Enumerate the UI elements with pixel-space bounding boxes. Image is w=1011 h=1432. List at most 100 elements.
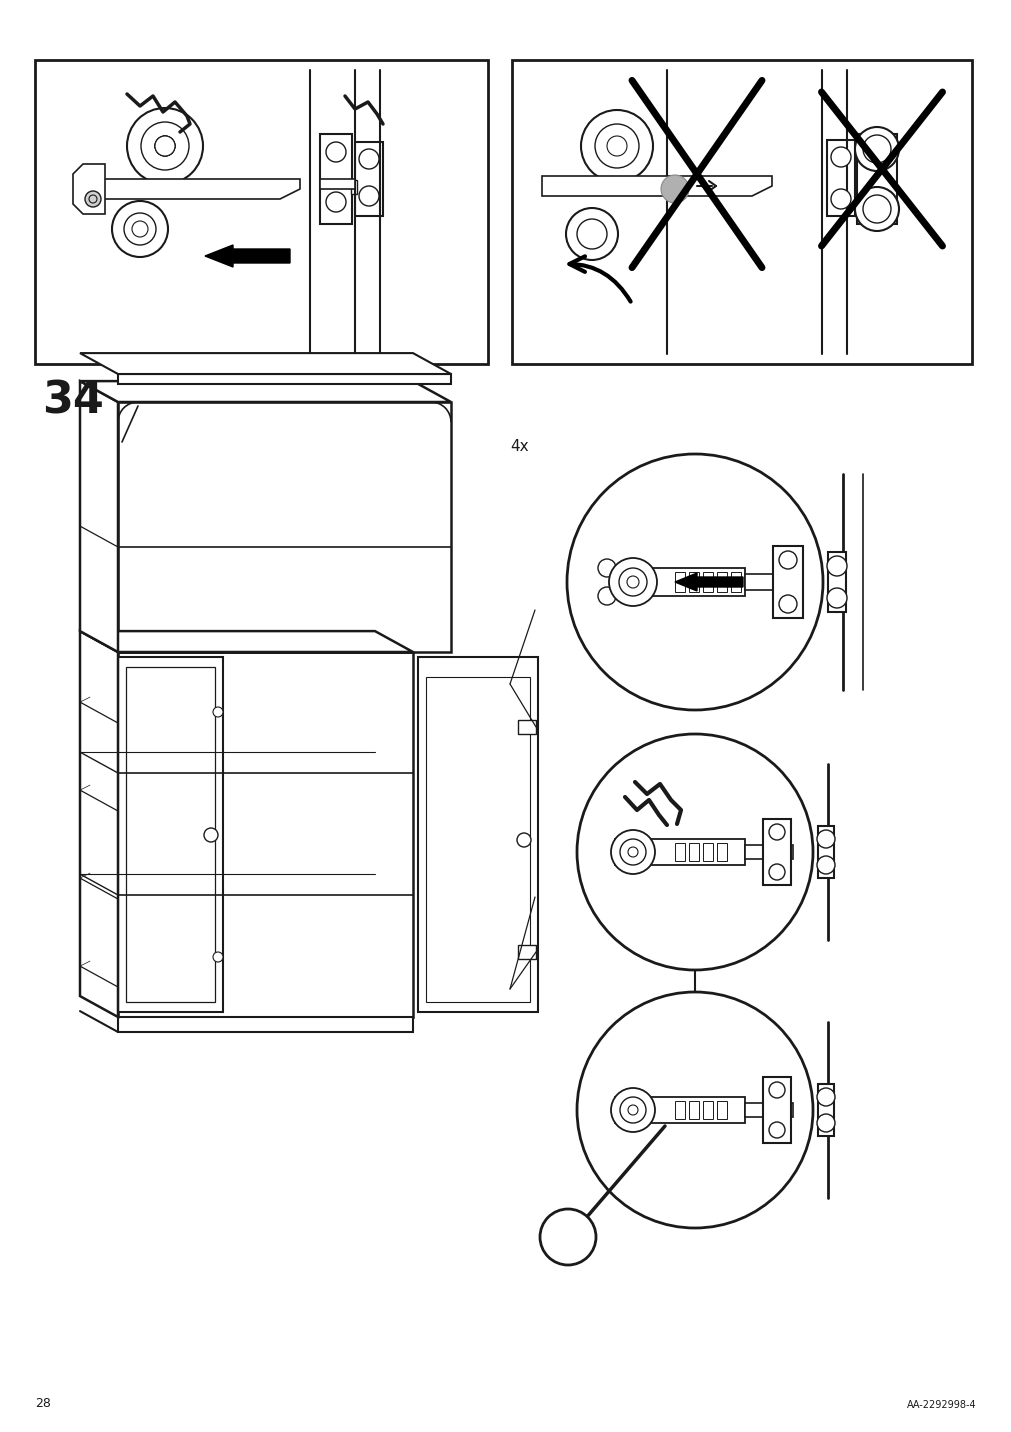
Circle shape <box>576 219 607 249</box>
Bar <box>817 826 833 878</box>
Bar <box>703 571 713 591</box>
Bar <box>716 571 726 591</box>
Bar <box>190 180 197 198</box>
Bar <box>674 1101 684 1118</box>
Circle shape <box>816 831 834 848</box>
Circle shape <box>778 596 797 613</box>
Circle shape <box>830 189 850 209</box>
Polygon shape <box>319 179 355 189</box>
Polygon shape <box>80 632 412 652</box>
Text: 28: 28 <box>35 1398 51 1411</box>
Polygon shape <box>73 165 105 213</box>
Circle shape <box>124 213 156 245</box>
Bar <box>240 180 247 198</box>
Bar <box>681 178 688 193</box>
Bar <box>512 60 971 364</box>
Circle shape <box>155 136 175 156</box>
Bar <box>355 142 382 216</box>
Circle shape <box>141 122 189 170</box>
Bar <box>730 571 740 591</box>
Circle shape <box>326 192 346 212</box>
Circle shape <box>212 707 222 717</box>
Bar <box>615 569 744 596</box>
Bar <box>351 180 357 193</box>
Bar <box>118 1017 412 1032</box>
Circle shape <box>768 1123 785 1138</box>
Text: AA-2292998-4: AA-2292998-4 <box>907 1400 976 1411</box>
Bar <box>744 574 800 590</box>
Circle shape <box>212 952 222 962</box>
Bar <box>716 1101 726 1118</box>
Circle shape <box>816 856 834 874</box>
Polygon shape <box>80 354 451 374</box>
Bar <box>744 845 793 859</box>
Circle shape <box>660 175 688 203</box>
Bar <box>118 402 451 652</box>
Circle shape <box>862 135 890 163</box>
Bar <box>856 135 896 223</box>
Circle shape <box>628 1106 637 1116</box>
Polygon shape <box>80 381 451 402</box>
Bar <box>817 1084 833 1136</box>
Circle shape <box>854 127 898 170</box>
Circle shape <box>611 831 654 874</box>
Circle shape <box>627 576 638 589</box>
Circle shape <box>576 992 812 1229</box>
Circle shape <box>619 569 646 596</box>
Bar <box>35 60 487 364</box>
Circle shape <box>826 556 846 576</box>
Bar <box>762 819 791 885</box>
Bar <box>688 843 699 861</box>
Bar <box>200 180 207 198</box>
Bar <box>319 135 352 223</box>
Circle shape <box>816 1088 834 1106</box>
Bar <box>260 180 267 198</box>
Bar <box>674 843 684 861</box>
Circle shape <box>540 1209 595 1264</box>
Circle shape <box>359 149 379 169</box>
Circle shape <box>326 142 346 162</box>
Circle shape <box>565 208 618 261</box>
Circle shape <box>155 136 175 156</box>
Bar <box>661 178 668 193</box>
Bar <box>518 945 536 959</box>
Circle shape <box>778 551 797 569</box>
Bar <box>219 180 226 198</box>
Circle shape <box>85 190 101 208</box>
Bar <box>126 667 214 1002</box>
Bar <box>688 1101 699 1118</box>
Circle shape <box>768 863 785 881</box>
Circle shape <box>89 195 97 203</box>
Bar <box>651 178 658 193</box>
Circle shape <box>628 846 637 856</box>
Bar <box>615 1097 744 1123</box>
Bar <box>703 1101 713 1118</box>
Circle shape <box>131 221 148 238</box>
Text: 4x: 4x <box>510 440 528 454</box>
Polygon shape <box>80 632 118 1017</box>
Bar <box>772 546 802 619</box>
Circle shape <box>816 1114 834 1133</box>
Bar <box>210 180 216 198</box>
Polygon shape <box>80 381 118 652</box>
Circle shape <box>155 136 175 156</box>
Bar <box>692 178 699 193</box>
Circle shape <box>517 833 531 846</box>
Bar <box>703 843 713 861</box>
Bar <box>118 657 222 1012</box>
Bar <box>688 571 699 591</box>
Circle shape <box>576 735 812 969</box>
Circle shape <box>611 1088 654 1133</box>
Circle shape <box>126 107 203 183</box>
Bar <box>641 178 648 193</box>
Circle shape <box>566 454 822 710</box>
Bar <box>426 677 530 1002</box>
Bar <box>716 843 726 861</box>
Circle shape <box>155 136 175 156</box>
Circle shape <box>768 823 785 841</box>
Circle shape <box>609 558 656 606</box>
Polygon shape <box>85 179 299 199</box>
Circle shape <box>607 136 627 156</box>
Circle shape <box>598 558 616 577</box>
Circle shape <box>862 195 890 223</box>
